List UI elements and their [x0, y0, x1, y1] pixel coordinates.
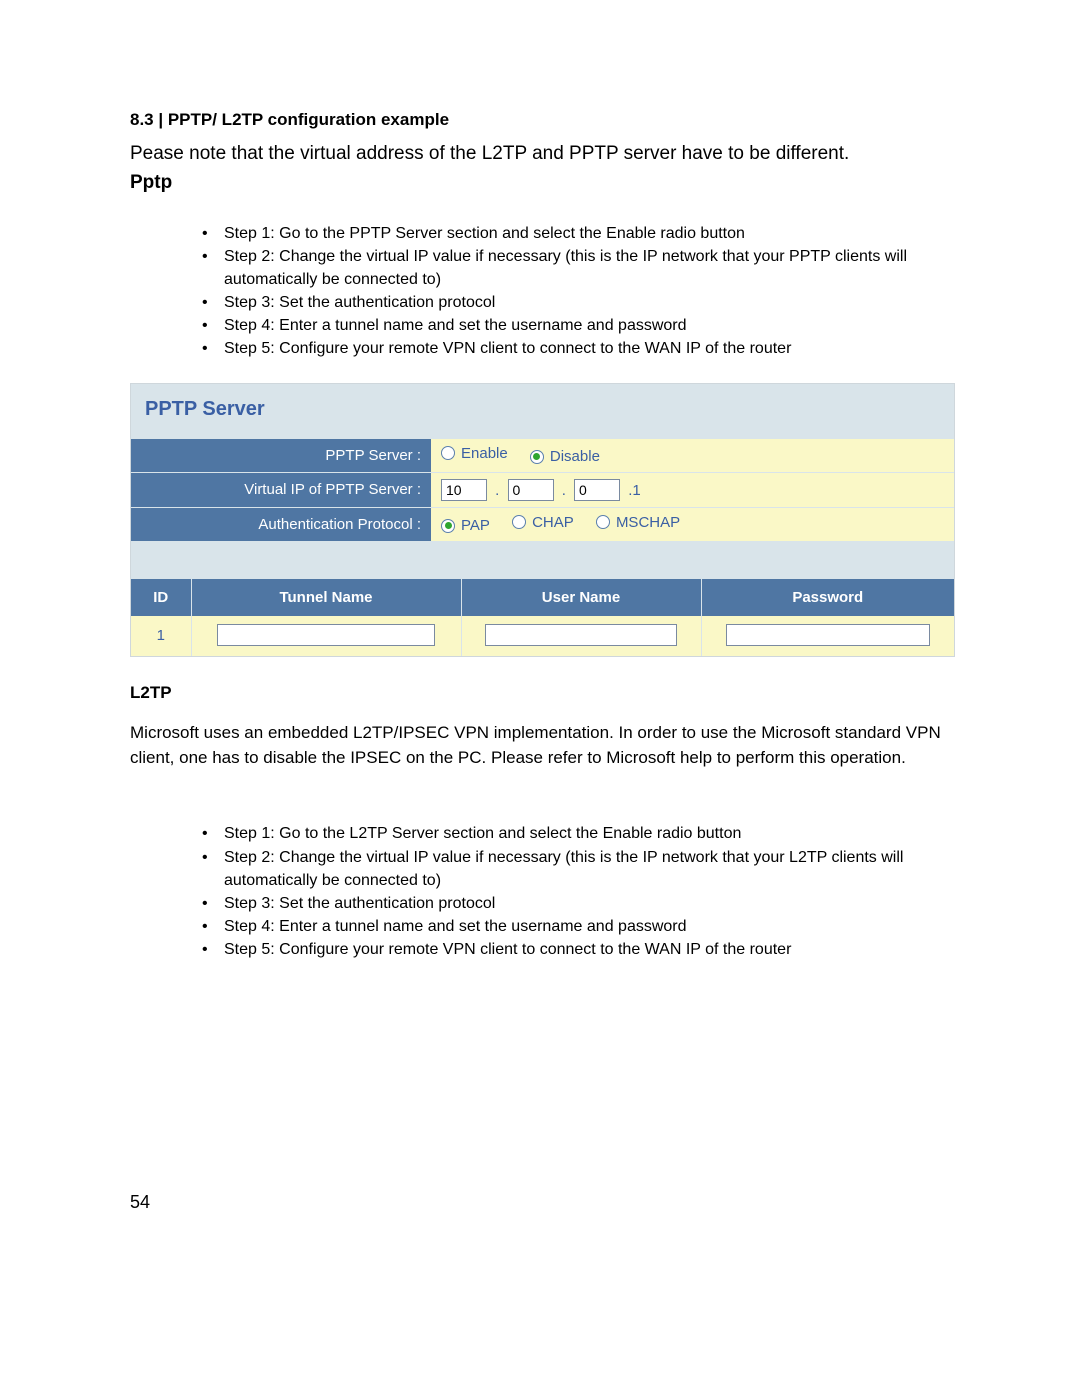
list-item: Step 1: Go to the PPTP Server section an…: [202, 222, 955, 245]
cell-tunnel: [191, 616, 461, 656]
list-item: Step 3: Set the authentication protocol: [202, 291, 955, 314]
radio-mschap[interactable]: MSCHAP: [596, 514, 680, 531]
ip-octet-3-input[interactable]: [574, 479, 620, 501]
tunnel-name-input[interactable]: [217, 624, 435, 646]
cell-user: [461, 616, 701, 656]
pptp-server-label: PPTP Server :: [131, 439, 431, 473]
radio-icon: [530, 450, 544, 464]
cell-password: [701, 616, 954, 656]
pptp-steps-list: Step 1: Go to the PPTP Server section an…: [130, 222, 955, 361]
virtual-ip-value: . . .1: [431, 472, 954, 507]
radio-label: CHAP: [532, 514, 574, 531]
spacer-row: [131, 541, 954, 579]
ip-separator: .: [558, 482, 570, 499]
l2tp-heading: L2TP: [130, 683, 955, 703]
radio-icon: [441, 446, 455, 460]
ip-suffix: .1: [624, 482, 645, 499]
radio-enable[interactable]: Enable: [441, 445, 508, 462]
col-tunnel-header: Tunnel Name: [191, 579, 461, 616]
radio-icon: [441, 519, 455, 533]
l2tp-steps-list: Step 1: Go to the L2TP Server section an…: [130, 822, 955, 961]
pptp-server-value: Enable Disable: [431, 439, 954, 473]
col-user-header: User Name: [461, 579, 701, 616]
radio-label: MSCHAP: [616, 514, 680, 531]
col-password-header: Password: [701, 579, 954, 616]
table-row: 1: [131, 616, 954, 656]
user-name-input[interactable]: [485, 624, 678, 646]
list-item: Step 2: Change the virtual IP value if n…: [202, 846, 955, 892]
page-number: 54: [130, 1192, 955, 1213]
tunnel-grid: ID Tunnel Name User Name Password 1: [131, 579, 954, 656]
list-item: Step 4: Enter a tunnel name and set the …: [202, 314, 955, 337]
list-item: Step 2: Change the virtual IP value if n…: [202, 245, 955, 291]
radio-icon: [596, 515, 610, 529]
password-input[interactable]: [726, 624, 930, 646]
radio-label: PAP: [461, 517, 490, 534]
l2tp-text: Microsoft uses an embedded L2TP/IPSEC VP…: [130, 721, 955, 770]
list-item: Step 4: Enter a tunnel name and set the …: [202, 915, 955, 938]
ip-separator: .: [491, 482, 503, 499]
list-item: Step 1: Go to the L2TP Server section an…: [202, 822, 955, 845]
cell-id: 1: [131, 616, 191, 656]
list-item: Step 5: Configure your remote VPN client…: [202, 337, 955, 360]
auth-protocol-value: PAP CHAP MSCHAP: [431, 507, 954, 541]
section-heading: 8.3 | PPTP/ L2TP configuration example: [130, 110, 955, 130]
panel-title: PPTP Server: [131, 384, 954, 439]
pptp-server-panel: PPTP Server PPTP Server : Enable Disable: [130, 383, 955, 658]
list-item: Step 5: Configure your remote VPN client…: [202, 938, 955, 961]
col-id-header: ID: [131, 579, 191, 616]
pptp-heading: Pptp: [130, 172, 955, 194]
radio-chap[interactable]: CHAP: [512, 514, 574, 531]
radio-icon: [512, 515, 526, 529]
radio-disable[interactable]: Disable: [530, 448, 600, 465]
ip-octet-1-input[interactable]: [441, 479, 487, 501]
virtual-ip-label: Virtual IP of PPTP Server :: [131, 472, 431, 507]
intro-text: Pease note that the virtual address of t…: [130, 140, 955, 168]
ip-octet-2-input[interactable]: [508, 479, 554, 501]
radio-pap[interactable]: PAP: [441, 517, 490, 534]
auth-protocol-label: Authentication Protocol :: [131, 507, 431, 541]
radio-label: Enable: [461, 445, 508, 462]
config-form-table: PPTP Server : Enable Disable Virtual IP …: [131, 439, 954, 580]
radio-label: Disable: [550, 448, 600, 465]
list-item: Step 3: Set the authentication protocol: [202, 892, 955, 915]
